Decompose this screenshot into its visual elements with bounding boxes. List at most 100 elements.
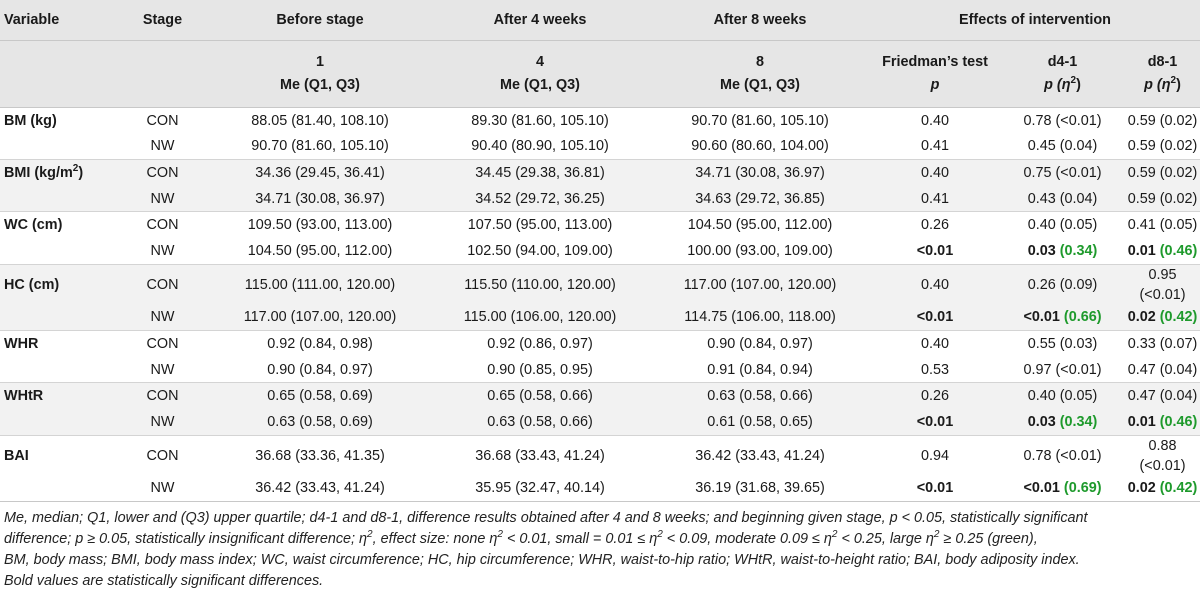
d81-effect-size: (0.46) bbox=[1159, 413, 1198, 430]
cell-d41: 0.43 (0.04) bbox=[1000, 185, 1125, 212]
cell-variable: HC (cm) bbox=[0, 263, 115, 305]
col-after4: After 4 weeks bbox=[430, 0, 650, 41]
d41-effect-size: (0.09) bbox=[1059, 276, 1098, 293]
table-row: NW 117.00 (107.00, 120.00) 115.00 (106.00,… bbox=[0, 304, 1200, 331]
d81-p-value: 0.01 bbox=[1127, 413, 1156, 430]
cell-after8: 100.00 (93.00, 109.00) bbox=[687, 242, 833, 259]
d81-effect-size: (<0.01) bbox=[1139, 286, 1186, 303]
cell-after8: 104.50 (95.00, 112.00) bbox=[650, 211, 870, 238]
d41-p-value: 0.03 bbox=[1027, 413, 1056, 430]
cell-friedman: 0.94 bbox=[870, 434, 1000, 476]
cell-d81: 0.01 (0.46) bbox=[1125, 408, 1200, 436]
cell-after4: 0.65 (0.58, 0.66) bbox=[430, 382, 650, 409]
cell-d41: 0.40 (0.05) bbox=[1000, 211, 1125, 238]
d81-p-value: 0.59 bbox=[1127, 112, 1156, 129]
d41-effect-size: (0.05) bbox=[1059, 217, 1098, 234]
cell-after8: 34.71 (30.08, 36.97) bbox=[650, 159, 870, 186]
cell-stage: NW bbox=[150, 480, 175, 497]
cell-stage: NW bbox=[115, 185, 210, 212]
cell-variable: BMI (kg/m2) bbox=[0, 159, 115, 186]
cell-stage: CON bbox=[115, 434, 210, 476]
cell-d81: 0.59 (0.02) bbox=[1125, 108, 1200, 134]
cell-variable bbox=[0, 238, 115, 264]
cell-before: 104.50 (95.00, 112.00) bbox=[247, 242, 393, 259]
d41-p-value: 0.55 bbox=[1027, 335, 1056, 352]
cell-after8: 34.63 (29.72, 36.85) bbox=[650, 185, 870, 212]
d41-effect-size: (0.05) bbox=[1059, 388, 1098, 405]
cell-after4: 34.52 (29.72, 36.25) bbox=[430, 185, 650, 212]
d41-p-value: <0.01 bbox=[1023, 309, 1060, 326]
d41-p-value: 0.78 bbox=[1023, 112, 1052, 129]
d81-p-value: 0.02 bbox=[1127, 309, 1156, 326]
cell-variable bbox=[0, 357, 115, 383]
cell-variable: WHR bbox=[0, 330, 115, 357]
table-row: NW 36.42 (33.43, 41.24) 35.95 (32.47, 40.1… bbox=[0, 476, 1200, 502]
d41-p-value: 0.75 bbox=[1023, 164, 1052, 181]
d81-p-value: 0.59 bbox=[1127, 164, 1156, 181]
sub-d41: d4-1 p (η2) bbox=[1000, 40, 1125, 108]
d41-p-value: 0.97 bbox=[1023, 361, 1052, 378]
cell-before: 34.71 (30.08, 36.97) bbox=[210, 185, 430, 212]
cell-after4: 34.45 (29.38, 36.81) bbox=[430, 159, 650, 186]
cell-friedman: <0.01 bbox=[870, 304, 1000, 331]
cell-before: 0.63 (0.58, 0.69) bbox=[210, 408, 430, 436]
cell-friedman: 0.41 bbox=[870, 185, 1000, 212]
cell-stage: NW bbox=[150, 138, 175, 155]
cell-variable bbox=[0, 304, 115, 331]
header-row-2: 1 Me (Q1, Q3) 4 Me (Q1, Q3) 8 Me (Q1, Q3) F… bbox=[0, 40, 1200, 108]
d81-p-value: 0.41 bbox=[1127, 217, 1156, 234]
d81-effect-size: (0.07) bbox=[1159, 335, 1198, 352]
cell-d81: 0.02 (0.42) bbox=[1125, 304, 1200, 331]
cell-d81: 0.01 (0.46) bbox=[1125, 238, 1200, 264]
d41-effect-size: (<0.01) bbox=[1055, 447, 1102, 464]
cell-after8: 90.70 (81.60, 105.10) bbox=[691, 112, 829, 129]
table-row: WHR CON 0.92 (0.84, 0.98) 0.92 (0.86, 0.97)… bbox=[0, 330, 1200, 357]
cell-variable: WHtR bbox=[0, 382, 115, 409]
d81-effect-size: (0.04) bbox=[1159, 361, 1198, 378]
d81-p-value: 0.59 bbox=[1127, 190, 1156, 207]
cell-before: 0.65 (0.58, 0.69) bbox=[210, 382, 430, 409]
cell-variable: BM (kg) bbox=[4, 112, 57, 129]
d41-effect-size: (0.04) bbox=[1059, 190, 1098, 207]
cell-after4: 115.50 (110.00, 120.00) bbox=[430, 263, 650, 305]
table-row: NW 34.71 (30.08, 36.97) 34.52 (29.72, 36.2… bbox=[0, 185, 1200, 212]
cell-d81: 0.02 (0.42) bbox=[1125, 476, 1200, 502]
d41-p-value: 0.40 bbox=[1027, 217, 1056, 234]
cell-d81: 0.47 (0.04) bbox=[1125, 382, 1200, 409]
cell-before: 36.42 (33.43, 41.24) bbox=[255, 480, 385, 497]
cell-after4: 0.92 (0.86, 0.97) bbox=[430, 330, 650, 357]
cell-d41: 0.97 (<0.01) bbox=[1000, 357, 1125, 383]
cell-stage: NW bbox=[115, 408, 210, 436]
cell-friedman: 0.40 bbox=[870, 159, 1000, 186]
cell-stage: CON bbox=[115, 263, 210, 305]
cell-d81: 0.33 (0.07) bbox=[1125, 330, 1200, 357]
d41-p-value: <0.01 bbox=[1023, 480, 1060, 497]
col-before: Before stage bbox=[210, 0, 430, 41]
cell-friedman: 0.53 bbox=[920, 361, 949, 378]
d41-p-value: 0.40 bbox=[1027, 388, 1056, 405]
cell-after4: 107.50 (95.00, 113.00) bbox=[430, 211, 650, 238]
cell-after8: 114.75 (106.00, 118.00) bbox=[650, 304, 870, 331]
cell-d81: 0.59 (0.02) bbox=[1125, 185, 1200, 212]
d81-effect-size: (0.42) bbox=[1159, 480, 1198, 497]
cell-before: 34.36 (29.45, 36.41) bbox=[210, 159, 430, 186]
cell-friedman: 0.41 bbox=[920, 138, 949, 155]
d41-effect-size: (<0.01) bbox=[1055, 361, 1102, 378]
cell-before: 90.70 (81.60, 105.10) bbox=[251, 138, 389, 155]
cell-stage: NW bbox=[150, 361, 175, 378]
d41-effect-size: (<0.01) bbox=[1055, 112, 1102, 129]
header-row-1: Variable Stage Before stage After 4 week… bbox=[0, 0, 1200, 41]
d41-p-value: 0.26 bbox=[1027, 276, 1056, 293]
cell-d41: 0.03 (0.34) bbox=[1000, 408, 1125, 436]
cell-before: 88.05 (81.40, 108.10) bbox=[251, 112, 389, 129]
cell-friedman: 0.26 bbox=[870, 211, 1000, 238]
d81-effect-size: (0.02) bbox=[1159, 112, 1198, 129]
cell-variable bbox=[0, 408, 115, 436]
cell-stage: CON bbox=[115, 382, 210, 409]
d81-p-value: 0.47 bbox=[1127, 361, 1156, 378]
cell-variable bbox=[0, 134, 115, 160]
cell-d41: 0.45 (0.04) bbox=[1000, 134, 1125, 160]
cell-stage: NW bbox=[150, 242, 175, 259]
cell-variable bbox=[0, 185, 115, 212]
cell-after8: 0.91 (0.84, 0.94) bbox=[707, 361, 813, 378]
